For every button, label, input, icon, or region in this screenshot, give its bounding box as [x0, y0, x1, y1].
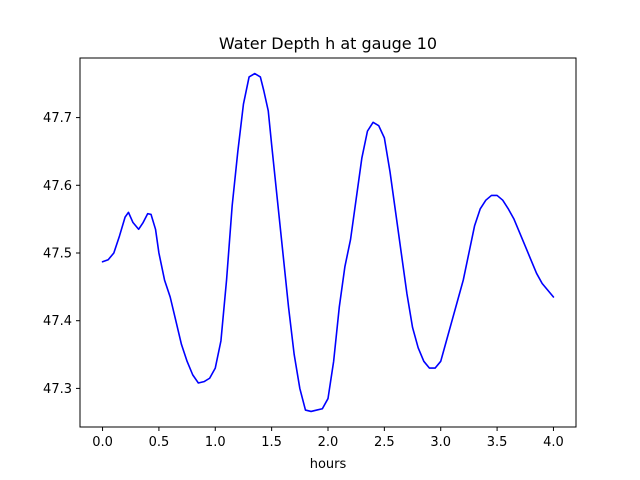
- x-tick-label: 3.5: [487, 435, 508, 450]
- plot-area: [101, 72, 555, 413]
- y-tick-label: 47.6: [43, 179, 72, 194]
- y-axis: 47.3 47.4 47.5 47.6 47.7: [43, 111, 80, 397]
- x-tick-label: 3.0: [430, 435, 451, 450]
- x-tick-label: 1.5: [261, 435, 282, 450]
- plot-frame: [79, 57, 577, 428]
- y-tick-label: 47.3: [43, 382, 72, 397]
- x-axis-label: hours: [310, 457, 347, 472]
- x-tick-label: 2.0: [318, 435, 339, 450]
- y-tick-label: 47.4: [43, 314, 72, 329]
- x-axis: 0.0 0.5 1.0 1.5 2.0 2.5 3.0 3.5 4.0: [92, 427, 564, 450]
- y-tick-label: 47.7: [43, 111, 72, 126]
- chart-title: Water Depth h at gauge 10: [219, 34, 437, 53]
- x-tick-label: 0.0: [92, 435, 113, 450]
- x-tick-label: 4.0: [543, 435, 564, 450]
- y-tick-label: 47.5: [43, 246, 72, 261]
- water-depth-series-line: [101, 72, 555, 413]
- x-tick-label: 2.5: [374, 435, 395, 450]
- x-tick-label: 1.0: [205, 435, 226, 450]
- x-tick-label: 0.5: [149, 435, 170, 450]
